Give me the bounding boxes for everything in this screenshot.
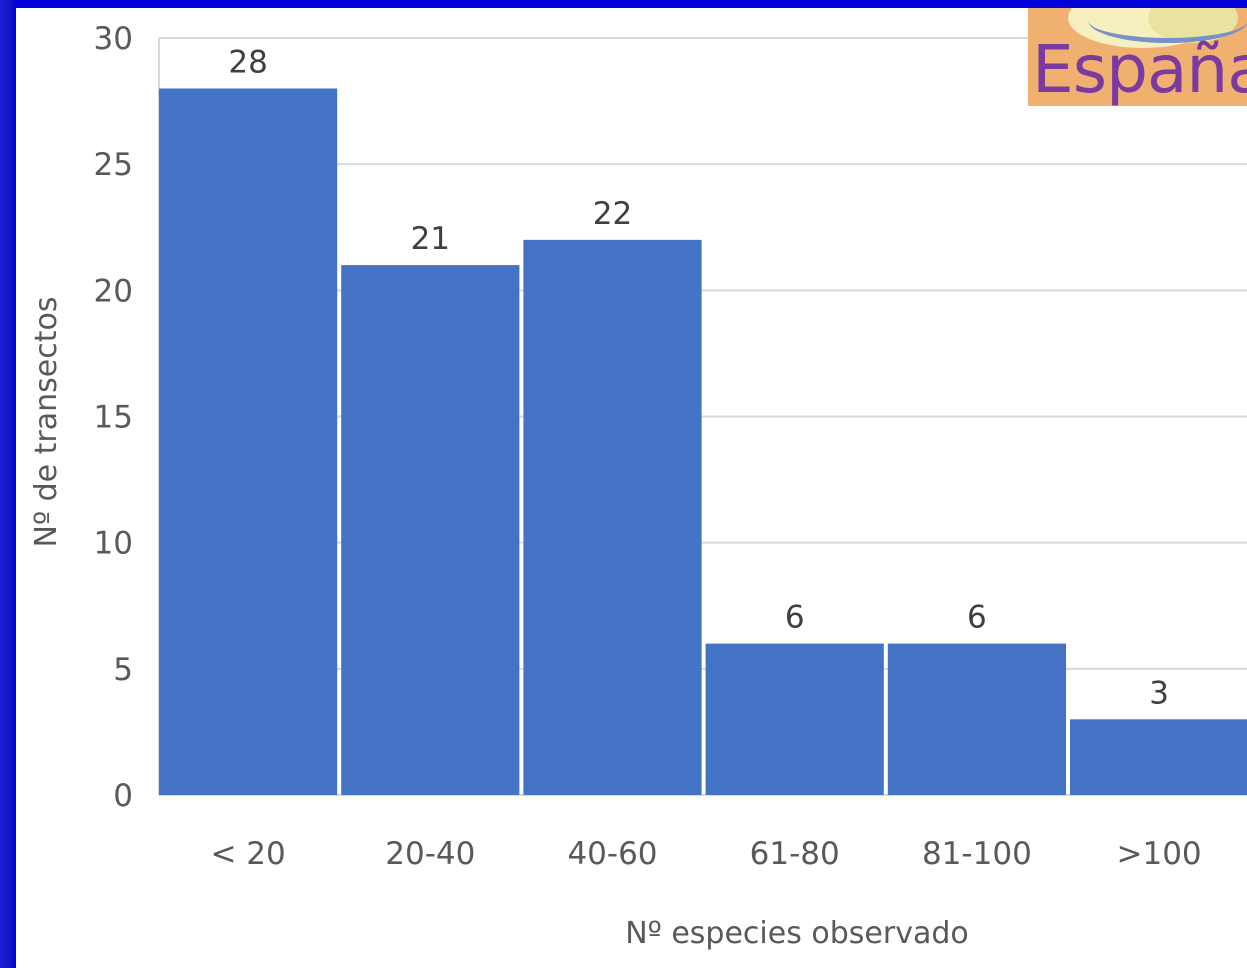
data-labels: 28 21 22 6 6 3 bbox=[228, 44, 1169, 711]
y-tick-label: 20 bbox=[94, 273, 133, 309]
chart-panel: 0 5 10 15 20 25 30 < 20 20-40 40-60 61-80 81-100 >1… bbox=[16, 8, 1247, 968]
data-label: 6 bbox=[967, 600, 987, 636]
bar bbox=[523, 239, 702, 795]
bar bbox=[159, 88, 338, 795]
x-tick-label: 20-40 bbox=[385, 836, 475, 872]
data-label: 3 bbox=[1149, 675, 1169, 711]
bar bbox=[887, 643, 1066, 795]
x-tick-label: >100 bbox=[1117, 836, 1202, 872]
bars bbox=[159, 88, 1247, 796]
logo-swoosh bbox=[1088, 8, 1247, 43]
y-tick-label: 5 bbox=[113, 652, 133, 688]
y-tick-label: 15 bbox=[94, 400, 133, 436]
logo-text: España bbox=[1032, 31, 1247, 106]
data-label: 22 bbox=[593, 196, 632, 232]
y-tick-label: 10 bbox=[94, 526, 133, 562]
x-tick-labels: < 20 20-40 40-60 61-80 81-100 >100 bbox=[210, 836, 1201, 872]
espana-logo: España bbox=[1028, 8, 1247, 106]
x-axis-title: Nº especies observado bbox=[625, 916, 969, 951]
data-label: 28 bbox=[228, 44, 267, 80]
x-tick-label: 61-80 bbox=[750, 836, 840, 872]
x-tick-label: 40-60 bbox=[567, 836, 657, 872]
bar bbox=[1070, 719, 1247, 795]
bar bbox=[705, 643, 884, 795]
y-axis-title: Nº de transectos bbox=[29, 297, 64, 548]
y-tick-labels: 0 5 10 15 20 25 30 bbox=[94, 21, 133, 814]
data-label: 21 bbox=[411, 221, 450, 257]
x-tick-label: < 20 bbox=[210, 836, 285, 872]
x-tick-label: 81-100 bbox=[922, 836, 1032, 872]
y-tick-label: 30 bbox=[94, 21, 133, 57]
bar-chart: 0 5 10 15 20 25 30 < 20 20-40 40-60 61-80 81-100 >1… bbox=[29, 21, 1247, 951]
y-tick-label: 0 bbox=[113, 778, 133, 814]
data-label: 6 bbox=[785, 600, 805, 636]
bar bbox=[341, 265, 520, 796]
y-tick-label: 25 bbox=[94, 147, 133, 183]
